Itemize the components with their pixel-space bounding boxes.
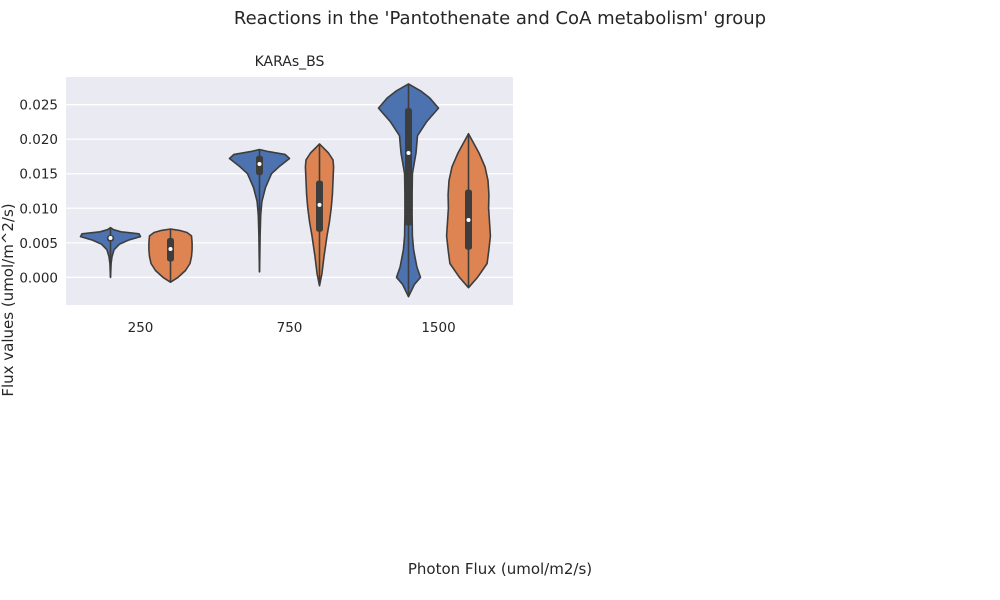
y-tick-label: 0.010 xyxy=(19,201,58,217)
violin-median-point xyxy=(168,247,173,252)
violin-iqr-box xyxy=(405,108,412,226)
x-tick-label: 250 xyxy=(128,320,154,336)
plot-area xyxy=(66,77,513,305)
violin-median-point xyxy=(406,151,411,155)
panel-title: KARAs_BS xyxy=(254,54,325,70)
x-axis-label: Photon Flux (umol/m2/s) xyxy=(407,560,593,578)
violin-median-point xyxy=(317,202,322,207)
y-tick-label: 0.015 xyxy=(19,167,58,183)
y-axis-label: Flux values (umol/m^2/s) xyxy=(0,203,17,397)
violin-median-point xyxy=(257,162,262,167)
y-tick-label: 0.005 xyxy=(19,236,58,252)
x-tick-label: 750 xyxy=(277,320,303,336)
y-tick-label: 0.025 xyxy=(19,98,58,114)
x-tick-label: 1500 xyxy=(421,320,455,336)
violin-median-point xyxy=(108,235,113,240)
y-tick-label: 0.000 xyxy=(19,270,58,286)
x-tick-labels: 250 750 1500 xyxy=(128,320,456,336)
y-tick-labels: 0.000 0.005 0.010 0.015 0.020 0.025 xyxy=(19,98,58,287)
violin-median-point xyxy=(466,218,471,223)
figure-title: Reactions in the 'Pantothenate and CoA m… xyxy=(233,8,767,29)
violins xyxy=(79,83,492,298)
y-tick-label: 0.020 xyxy=(19,132,58,148)
y-gridlines xyxy=(66,104,513,278)
